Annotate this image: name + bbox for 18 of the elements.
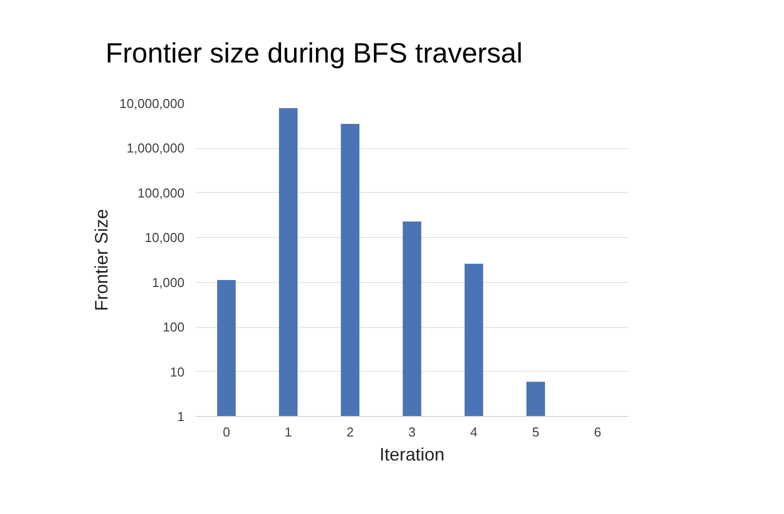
x-tick-label: 5 <box>532 424 540 440</box>
x-tick-label: 3 <box>408 424 416 440</box>
x-tick-label: 2 <box>346 424 354 440</box>
y-tick-label: 10 <box>170 364 185 380</box>
x-tick-label: 0 <box>222 424 230 440</box>
y-tick-label: 1,000,000 <box>126 140 185 156</box>
y-tick-label: 10,000,000 <box>119 96 185 111</box>
y-axis-title: Frontier Size <box>91 208 112 312</box>
x-tick-label: 1 <box>284 424 292 440</box>
y-tick-label: 1 <box>177 409 185 424</box>
y-tick-label: 10,000 <box>144 230 185 246</box>
x-tick-label: 4 <box>470 424 478 440</box>
y-tick-label: 1,000 <box>152 274 185 290</box>
y-tick-label: 100 <box>162 320 185 335</box>
y-tick-label: 100,000 <box>138 185 185 200</box>
x-axis-title: Iteration <box>379 444 445 464</box>
chart-title: Frontier size during BFS traversal <box>106 38 523 68</box>
x-tick-label: 6 <box>594 424 602 440</box>
